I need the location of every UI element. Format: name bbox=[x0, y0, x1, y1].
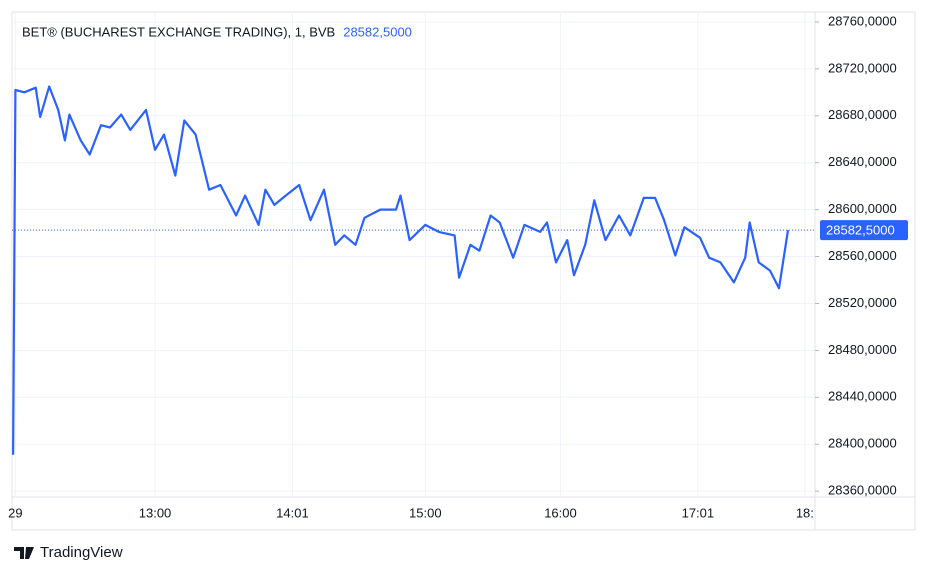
header-price: 28582,5000 bbox=[343, 24, 412, 39]
y-tick-label: 28680,0000 bbox=[828, 107, 897, 122]
chart-frame bbox=[11, 11, 916, 531]
brand: TradingView bbox=[40, 544, 123, 561]
x-tick-label: 15:00 bbox=[409, 505, 442, 520]
x-tick-label: 18: bbox=[796, 505, 814, 520]
y-tick-label: 28720,0000 bbox=[828, 60, 897, 75]
x-tick-label: 14:01 bbox=[276, 505, 309, 520]
y-tick-label: 28400,0000 bbox=[828, 436, 897, 451]
x-tick-label: 17:01 bbox=[682, 505, 715, 520]
y-tick-label: 28520,0000 bbox=[828, 295, 897, 310]
x-tick-label: 29 bbox=[8, 505, 22, 520]
y-tick-label: 28760,0000 bbox=[828, 13, 897, 28]
logo-icon bbox=[14, 547, 34, 559]
x-tick-label: 16:00 bbox=[544, 505, 577, 520]
chart-title: BET® (BUCHAREST EXCHANGE TRADING), 1, BV… bbox=[22, 24, 335, 39]
last-price-label: 28582,5000 bbox=[826, 223, 895, 238]
last-price-badge bbox=[820, 220, 908, 241]
x-tick-label: 13:00 bbox=[139, 505, 172, 520]
y-tick-label: 28440,0000 bbox=[828, 389, 897, 404]
y-tick-label: 28360,0000 bbox=[828, 483, 897, 498]
y-tick-label: 28480,0000 bbox=[828, 342, 897, 357]
y-tick-label: 28600,0000 bbox=[828, 201, 897, 216]
price-line bbox=[12, 85, 790, 455]
y-tick-label: 28640,0000 bbox=[828, 154, 897, 169]
logo: TradingView bbox=[14, 544, 123, 561]
y-tick-label: 28560,0000 bbox=[828, 248, 897, 263]
